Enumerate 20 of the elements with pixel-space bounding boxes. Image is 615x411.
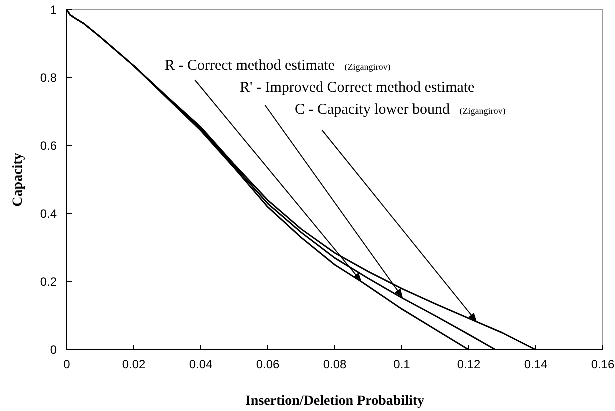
y-tick-label: 1: [50, 2, 58, 17]
x-tick-label: 0.08: [323, 358, 347, 372]
y-tick-label: 0: [50, 342, 58, 357]
y-tick-label: 0.2: [40, 274, 58, 289]
x-axis-title: Insertion/Deletion Probability: [245, 394, 425, 409]
y-axis-title: Capacity: [11, 153, 26, 207]
x-tick-label: 0.1: [394, 358, 411, 372]
x-tick-label: 0.14: [524, 358, 548, 372]
annotation: C - Capacity lower bound (Zigangirov): [295, 102, 506, 118]
annotation: R - Correct method estimate (Zigangirov): [165, 58, 391, 74]
x-tick-label: 0.12: [457, 358, 481, 372]
x-tick-label: 0: [64, 358, 71, 372]
annotation: R' - Improved Correct method estimate: [240, 80, 476, 96]
x-tick-label: 0.04: [189, 358, 213, 372]
y-tick-label: 0.6: [40, 138, 58, 153]
y-tick-label: 0.4: [40, 206, 58, 221]
x-tick-label: 0.06: [256, 358, 280, 372]
y-tick-label: 0.8: [40, 70, 58, 85]
x-tick-label: 0.02: [122, 358, 146, 372]
x-tick-label: 0.16: [591, 358, 615, 372]
